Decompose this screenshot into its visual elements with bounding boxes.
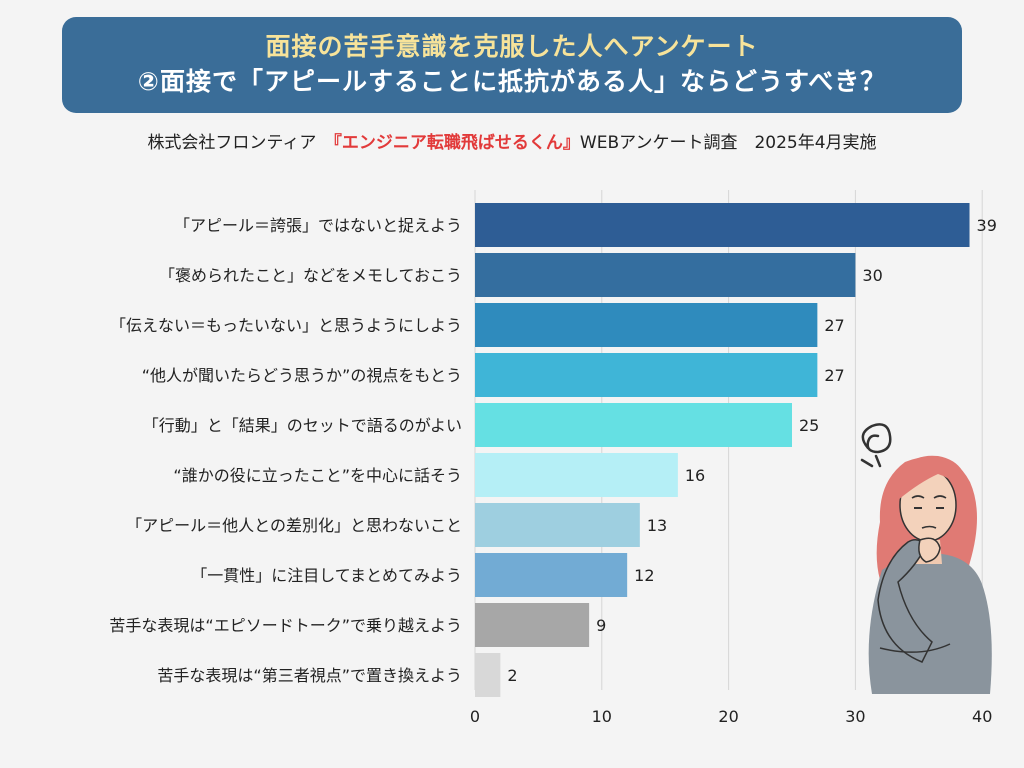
value-label: 16: [685, 466, 705, 485]
value-label: 9: [596, 616, 606, 635]
value-label: 13: [647, 516, 667, 535]
bar: [475, 453, 678, 497]
x-tick-label: 30: [845, 707, 865, 726]
title-banner: 面接の苦手意識を克服した人へアンケート ②面接で「アピールすることに抵抗がある人…: [62, 17, 962, 113]
category-label: 「伝えない＝もったいない」と思うようにしよう: [110, 316, 462, 335]
category-label: 「アピール＝誇張」ではないと捉えよう: [174, 216, 462, 235]
chart-bars: 「アピール＝誇張」ではないと捉えよう 39 「褒められたこと」などをメモしておこう 3…: [109, 203, 997, 697]
bar: [475, 303, 818, 347]
survey-date: 2025年4月実施: [754, 133, 877, 153]
x-tick-label: 40: [972, 707, 992, 726]
category-label: 「行動」と「結果」のセットで語るのがよい: [143, 416, 462, 435]
bar: [475, 253, 856, 297]
bar: [475, 553, 628, 597]
value-label: 12: [634, 566, 654, 585]
bar: [475, 603, 590, 647]
confused-scribble-icon: [860, 423, 892, 468]
x-tick-label: 20: [718, 707, 738, 726]
company-name: 株式会社フロンティア: [147, 133, 317, 153]
survey-type: WEBアンケート調査: [579, 133, 738, 153]
value-label: 2: [507, 666, 517, 685]
value-label: 30: [862, 266, 882, 285]
title-line-1: 面接の苦手意識を克服した人へアンケート: [265, 32, 759, 61]
bar: [475, 403, 792, 447]
x-tick-label: 10: [592, 707, 612, 726]
value-label: 27: [824, 316, 844, 335]
value-label: 27: [824, 366, 844, 385]
bar: [475, 653, 501, 697]
service-name: 『エンジニア転職飛ばせるくん』: [333, 133, 580, 153]
value-label: 39: [977, 216, 997, 235]
title-line-2: ②面接で「アピールすることに抵抗がある人」ならどうすべき？: [137, 67, 887, 96]
bar: [475, 503, 640, 547]
category-label: 「褒められたこと」などをメモしておこう: [159, 266, 462, 285]
bar: [475, 203, 970, 247]
category-label: 「一貫性」に注目してまとめてみよう: [191, 566, 462, 585]
category-label: “他人が聞いたらどう思うか”の視点をもとう: [142, 366, 462, 385]
survey-source: 株式会社フロンティア 『エンジニア転職飛ばせるくん』WEBアンケート調査 202…: [0, 128, 1024, 153]
category-label: 「アピール＝他人との差別化」と思わないこと: [126, 516, 462, 535]
bar: [475, 353, 818, 397]
category-label: 苦手な表現は“第三者視点”で置き換えよう: [157, 666, 462, 685]
x-tick-label: 0: [470, 707, 480, 726]
category-label: “誰かの役に立ったこと”を中心に話そう: [173, 466, 462, 485]
value-label: 25: [799, 416, 819, 435]
thinking-woman-icon: [860, 423, 992, 694]
category-label: 苦手な表現は“エピソードトーク”で乗り越えよう: [109, 616, 462, 635]
